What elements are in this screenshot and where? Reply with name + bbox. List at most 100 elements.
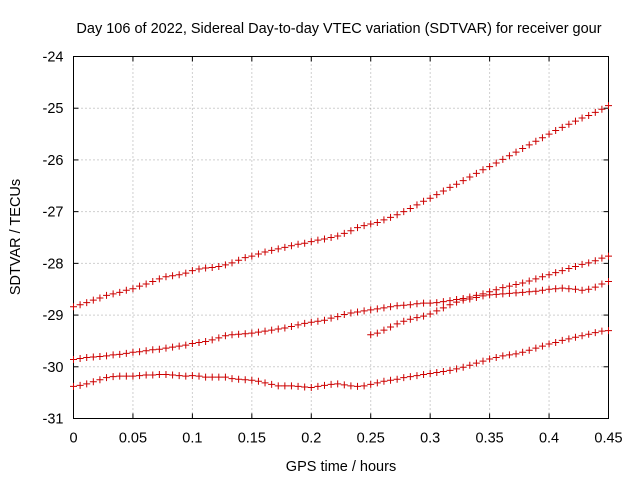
x-tick-label: 0 [69, 431, 77, 447]
data-point [83, 299, 91, 307]
data-point [393, 211, 401, 219]
data-point [479, 292, 487, 300]
data-point [281, 382, 289, 390]
data-point [466, 173, 474, 181]
data-point [499, 290, 507, 298]
series-track-3 [70, 327, 612, 391]
data-point [162, 273, 170, 281]
data-point [109, 290, 117, 298]
data-point [387, 323, 395, 331]
data-point [155, 371, 163, 379]
data-point [175, 271, 183, 279]
data-point [334, 232, 342, 240]
data-point [459, 296, 467, 304]
data-point [307, 318, 315, 326]
data-point [538, 286, 546, 294]
data-point [248, 252, 256, 260]
data-point [400, 208, 408, 216]
data-point [188, 372, 196, 380]
data-point [453, 365, 461, 373]
data-point [301, 239, 309, 247]
data-point [294, 321, 302, 329]
data-point [565, 120, 573, 128]
data-point [538, 134, 546, 142]
data-point [585, 259, 593, 267]
data-point [605, 277, 612, 285]
y-tick-label: -28 [43, 256, 64, 272]
data-point [552, 338, 560, 346]
data-point [558, 336, 566, 344]
data-point [340, 311, 348, 319]
data-point [552, 269, 560, 277]
data-point [103, 291, 111, 299]
data-point [116, 288, 124, 296]
data-point [598, 254, 606, 262]
y-tick-label: -30 [43, 360, 64, 376]
data-point [228, 375, 236, 383]
data-point [420, 312, 428, 320]
data-point [287, 382, 295, 390]
y-tick-label: -24 [43, 50, 64, 66]
data-point [466, 295, 474, 303]
data-point [155, 345, 163, 353]
data-point [70, 382, 77, 390]
data-point [89, 296, 97, 304]
data-point [380, 216, 388, 224]
data-point [182, 372, 190, 380]
data-point [208, 336, 216, 344]
data-point [499, 155, 507, 163]
data-point [109, 351, 117, 359]
data-point [400, 317, 408, 325]
data-point [605, 327, 612, 335]
data-point [274, 245, 282, 253]
data-point [241, 254, 249, 262]
data-point [215, 262, 223, 270]
data-point [327, 234, 335, 241]
data-point [585, 330, 593, 338]
data-point [195, 372, 203, 380]
data-point [380, 304, 388, 312]
data-point [76, 301, 84, 309]
data-point [585, 111, 593, 119]
data-point [83, 353, 91, 361]
data-point [175, 342, 183, 350]
data-point [538, 342, 546, 350]
data-point [215, 373, 223, 381]
data-point [585, 285, 593, 293]
data-point [505, 282, 513, 290]
data-point [136, 348, 144, 356]
data-point [373, 305, 381, 313]
data-point [208, 373, 216, 381]
data-point [109, 373, 117, 381]
data-point [149, 346, 157, 354]
data-point [519, 279, 527, 287]
data-point [129, 348, 137, 356]
data-point [453, 180, 461, 188]
data-point [552, 126, 560, 134]
data-point [413, 201, 421, 209]
data-point [426, 370, 434, 378]
data-point [96, 376, 104, 384]
data-point [413, 372, 421, 380]
data-point [347, 309, 355, 317]
data-point [136, 372, 144, 380]
data-point [387, 303, 395, 311]
data-point [76, 355, 84, 363]
data-point [466, 361, 474, 369]
data-point [439, 187, 447, 195]
data-point [254, 250, 262, 258]
data-point [340, 381, 348, 389]
data-point [413, 300, 421, 308]
data-point [525, 346, 533, 354]
data-point [598, 280, 606, 288]
data-point [70, 356, 77, 364]
data-point [320, 316, 328, 324]
data-point [373, 219, 381, 227]
y-tick-label: -26 [43, 153, 64, 169]
chart-title: Day 106 of 2022, Sidereal Day-to-day VTE… [76, 21, 601, 37]
data-point [387, 213, 395, 221]
data-point [380, 326, 388, 334]
x-tick-label: 0.4 [539, 431, 559, 447]
data-point [605, 252, 612, 260]
data-point [221, 332, 229, 340]
